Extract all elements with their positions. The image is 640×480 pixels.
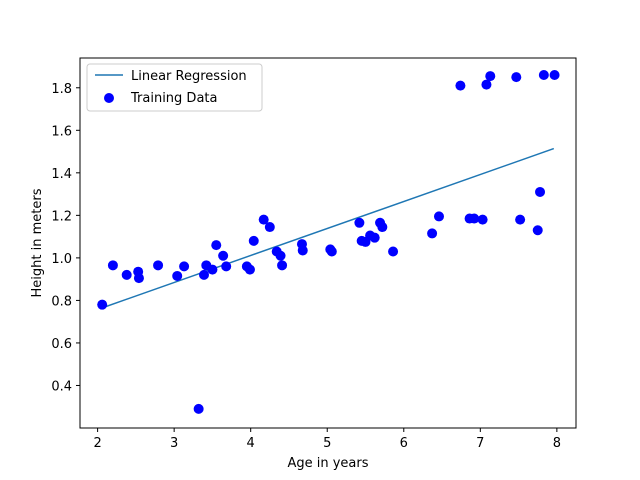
training-data-point [481,79,492,90]
axes [79,57,577,429]
data-marks [97,70,560,414]
y-axis-label: Height in meters [30,188,45,297]
training-data-point [469,213,480,224]
legend-point-swatch [104,93,114,103]
training-data-point [538,70,549,81]
training-data-point [199,269,209,280]
training-data-point [153,260,164,271]
legend-label-training: Training Data [130,91,217,106]
y-tick-label: 0.4 [51,379,72,394]
y-axis-ticks: 0.4 0.6 0.8 1.0 1.2 1.4 1.6 1.8 [51,82,80,394]
x-axis-ticks: 2 3 4 5 6 7 8 [93,428,561,451]
legend: Linear Regression Training Data [86,63,263,112]
training-data-point [248,235,259,246]
training-data-point [275,250,286,261]
training-data-point [211,240,222,251]
training-data-point [535,186,546,197]
training-data-point [549,70,560,81]
training-data-point [277,260,288,271]
training-data-point [121,269,132,280]
x-tick-label: 5 [323,436,331,451]
training-data-point [193,403,204,414]
training-data-point [477,214,488,225]
x-tick-label: 2 [93,436,101,451]
training-data-point [427,228,438,239]
legend-label-regression: Linear Regression [131,69,247,84]
plot-frame [79,57,577,429]
training-data-point [297,245,308,256]
y-tick-label: 1.4 [51,167,72,182]
training-data-point [258,214,269,225]
training-data-point [218,250,229,261]
training-data-point [179,261,190,272]
training-data-point [97,299,108,310]
y-tick-label: 1.2 [51,209,72,224]
y-tick-label: 1.0 [51,252,72,267]
training-data-point [354,217,365,228]
regression-line [101,147,555,309]
training-data-point [221,261,232,272]
training-data-point [485,71,496,82]
training-data-point [264,222,275,233]
training-data-point [172,270,183,281]
training-data-point [388,246,399,257]
training-data-point [107,260,118,271]
training-data-point [133,273,144,284]
legend-box [86,63,263,112]
x-tick-label: 7 [476,436,484,451]
y-tick-label: 0.6 [51,337,72,352]
training-data-point [244,264,255,275]
training-data-point [515,214,526,225]
training-data-point [532,225,543,236]
training-data-point [511,72,522,83]
training-data-point [455,80,466,91]
x-tick-label: 8 [553,436,561,451]
training-data-point [377,222,388,233]
training-data-point [207,264,218,275]
y-tick-label: 1.8 [51,82,72,97]
y-tick-label: 0.8 [51,294,72,309]
x-tick-label: 3 [170,436,178,451]
training-data-point [369,232,380,243]
x-tick-label: 4 [247,436,255,451]
x-tick-label: 6 [400,436,408,451]
training-data-point [433,211,444,222]
y-tick-label: 1.6 [51,124,72,139]
training-data-point [326,246,337,257]
x-axis-label: Age in years [287,456,368,471]
plot-area [80,58,576,428]
